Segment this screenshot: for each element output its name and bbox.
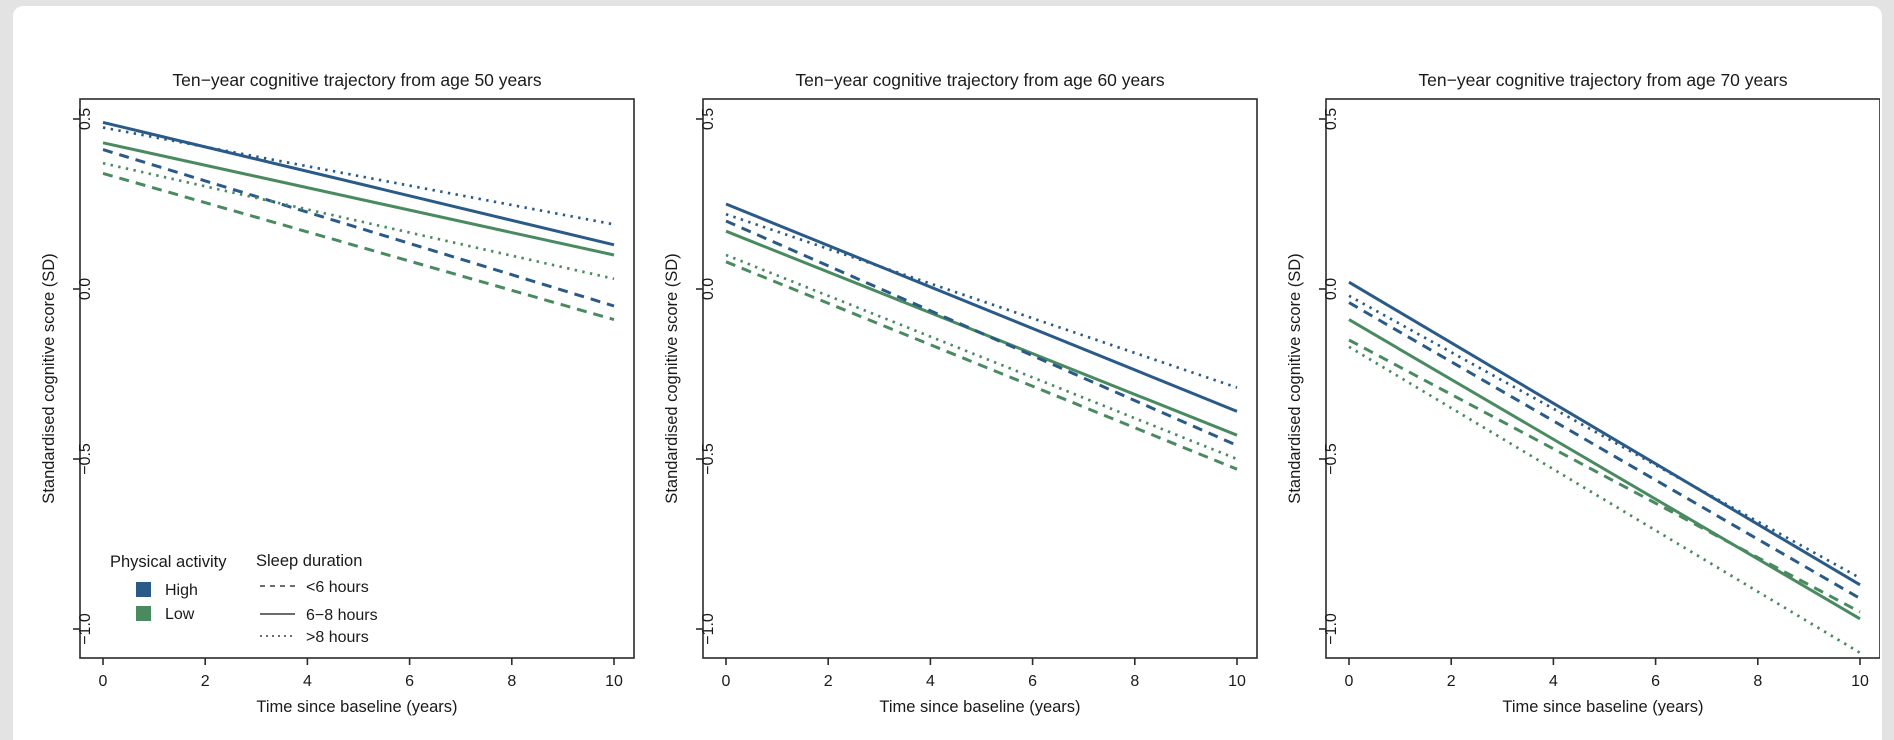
y-tick-label: 0.5 [1323, 108, 1340, 130]
x-tick-label: 6 [1028, 673, 1037, 690]
y-tick-label: −0.5 [77, 443, 94, 475]
series-line [1348, 338, 1861, 614]
series-line [1348, 345, 1861, 654]
x-tick-label: 4 [303, 673, 312, 690]
series-line [1348, 280, 1861, 587]
chart-title: Ten−year cognitive trajectory from age 6… [795, 70, 1164, 90]
x-tick-label: 8 [1130, 673, 1139, 690]
plot-box [702, 98, 1258, 659]
series-line [725, 260, 1238, 471]
series-line [102, 120, 615, 247]
y-tick-label: −0.5 [700, 443, 717, 475]
y-tick-label: 0.5 [700, 108, 717, 130]
x-tick-label: 0 [1345, 673, 1354, 690]
x-tick-label: 2 [201, 673, 210, 690]
x-tick-label: 2 [824, 673, 833, 690]
series-line [725, 219, 1238, 447]
series-line [1348, 318, 1861, 621]
x-tick-label: 8 [1753, 673, 1762, 690]
legend-swatch [136, 606, 151, 621]
legend-item-label: 6−8 hours [306, 607, 378, 624]
y-tick-label: −0.5 [1323, 443, 1340, 475]
series-line [102, 126, 615, 226]
y-axis-label: Standardised cognitive score (SD) [663, 253, 681, 503]
y-tick-label: −1.0 [700, 613, 717, 645]
series-line [102, 171, 615, 322]
legend-item-label: High [165, 582, 198, 599]
chart-panel-age-60: Ten−year cognitive trajectory from age 6… [663, 70, 1258, 716]
x-tick-label: 0 [99, 673, 108, 690]
series-line [1348, 301, 1861, 600]
x-tick-label: 8 [507, 673, 516, 690]
y-tick-label: −1.0 [77, 613, 94, 645]
legend-item-label: <6 hours [306, 579, 369, 596]
chart-panel-age-50: Ten−year cognitive trajectory from age 5… [40, 70, 635, 716]
series-line [1348, 294, 1861, 580]
y-tick-label: 0.0 [77, 278, 94, 300]
x-tick-label: 10 [605, 673, 623, 690]
chart-title: Ten−year cognitive trajectory from age 7… [1418, 70, 1787, 90]
y-axis-label: Standardised cognitive score (SD) [40, 253, 58, 503]
y-tick-label: 0.0 [700, 278, 717, 300]
series-line [102, 141, 615, 257]
y-tick-label: 0.5 [77, 108, 94, 130]
legend-title-sleep-duration: Sleep duration [256, 552, 362, 570]
x-tick-label: 0 [722, 673, 731, 690]
x-tick-label: 10 [1851, 673, 1869, 690]
chart-panel-age-70: Ten−year cognitive trajectory from age 7… [1286, 70, 1880, 716]
figure-canvas: Ten−year cognitive trajectory from age 5… [13, 6, 1882, 740]
legend-title-physical-activity: Physical activity [110, 553, 227, 571]
plot-box [79, 98, 635, 659]
legend-swatch [136, 582, 151, 597]
y-tick-label: 0.0 [1323, 278, 1340, 300]
series-line [102, 161, 615, 281]
series-line [725, 253, 1238, 461]
y-axis-label: Standardised cognitive score (SD) [1286, 253, 1304, 503]
x-axis-label: Time since baseline (years) [1502, 698, 1703, 716]
x-axis-label: Time since baseline (years) [879, 698, 1080, 716]
x-tick-label: 6 [405, 673, 414, 690]
x-tick-label: 6 [1651, 673, 1660, 690]
legend-item-label: >8 hours [306, 629, 369, 646]
x-tick-label: 4 [926, 673, 935, 690]
series-line [725, 212, 1238, 389]
x-tick-label: 4 [1549, 673, 1558, 690]
plot-box [1325, 98, 1880, 659]
chart-title: Ten−year cognitive trajectory from age 5… [172, 70, 541, 90]
x-tick-label: 10 [1228, 673, 1246, 690]
series-line [725, 202, 1238, 413]
x-tick-label: 2 [1447, 673, 1456, 690]
y-tick-label: −1.0 [1323, 613, 1340, 645]
legend-item-label: Low [165, 606, 195, 623]
x-axis-label: Time since baseline (years) [256, 698, 457, 716]
series-line [102, 148, 615, 308]
